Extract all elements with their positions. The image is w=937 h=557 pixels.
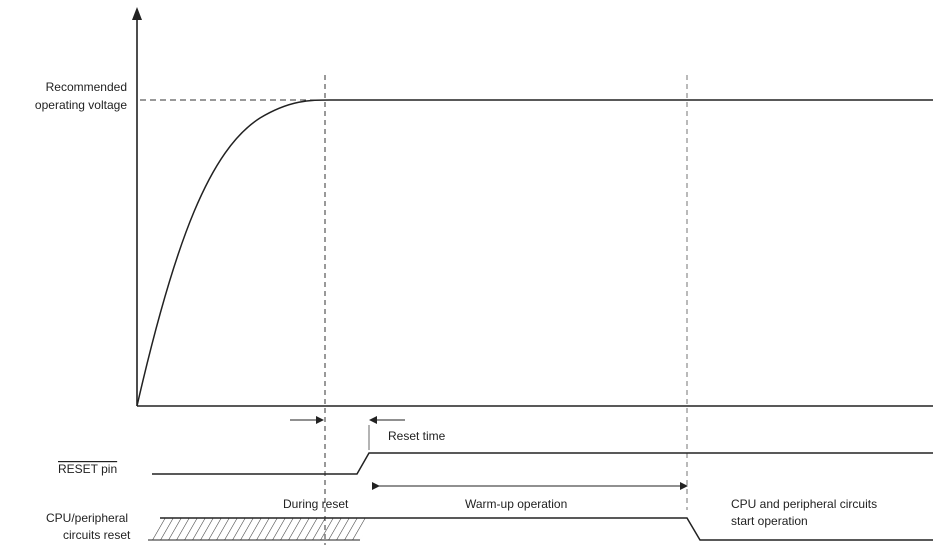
- reset-time-arrowhead-left-icon: [316, 416, 324, 424]
- warmup-arrow-start-icon: [372, 482, 380, 490]
- cpu-start-label-line1: CPU and peripheral circuits: [731, 497, 877, 511]
- cpu-reset-label-line2: circuits reset: [63, 528, 131, 542]
- warmup-label: Warm-up operation: [465, 497, 567, 511]
- voltage-curve: [136, 99, 933, 407]
- reset-time-arrowhead-right-icon: [369, 416, 377, 424]
- reset-pin-label: RESET pin: [58, 462, 117, 476]
- cpu-reset-hatched-region: [148, 518, 372, 540]
- cpu-start-label-line2: start operation: [731, 514, 808, 528]
- voltage-label-line2: operating voltage: [35, 98, 127, 112]
- cpu-reset-label-line1: CPU/peripheral: [46, 511, 128, 525]
- cpu-reset-waveform: [160, 517, 933, 541]
- warmup-arrow-end-icon: [680, 482, 688, 490]
- reset-pin-waveform: [152, 452, 933, 475]
- y-axis-arrow-icon: [132, 7, 142, 20]
- voltage-label-line1: Recommended: [46, 80, 127, 94]
- during-reset-label: During reset: [283, 497, 349, 511]
- reset-time-label: Reset time: [388, 429, 446, 443]
